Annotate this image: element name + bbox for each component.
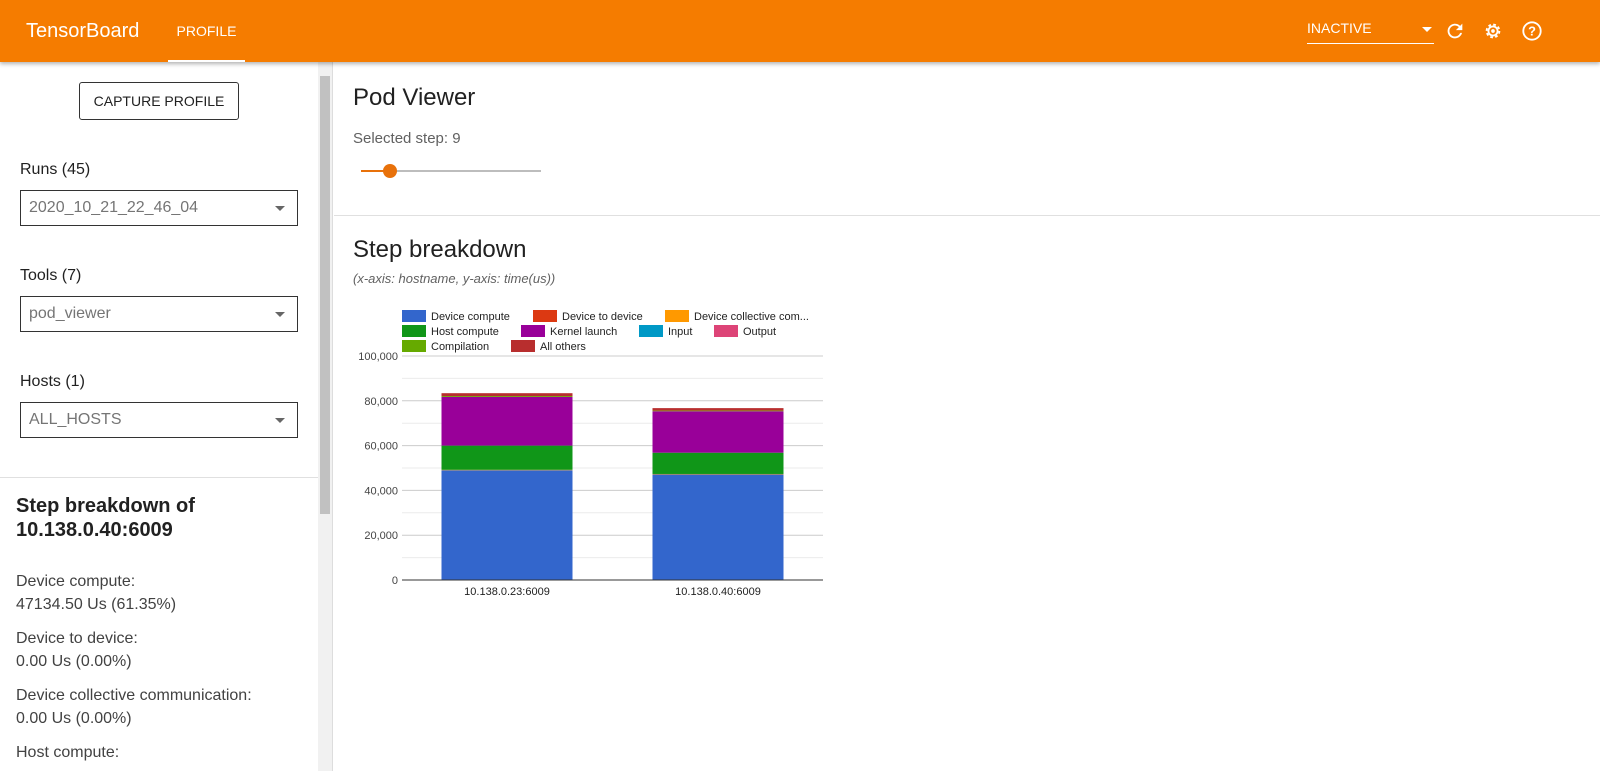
- tools-value: pod_viewer: [29, 305, 111, 322]
- hosts-value: ALL_HOSTS: [29, 411, 122, 428]
- y-tick-label: 60,000: [364, 441, 398, 453]
- legend-label: Output: [743, 326, 776, 338]
- legend-swatch: [714, 325, 738, 337]
- divider: [0, 477, 318, 478]
- breakdown-item: Host compute:: [16, 741, 119, 764]
- legend-swatch: [402, 310, 426, 322]
- scrollbar-thumb[interactable]: [320, 76, 330, 514]
- runs-select[interactable]: 2020_10_21_22_46_04: [20, 190, 298, 226]
- breakdown-value: 0.00 Us (0.00%): [16, 710, 132, 727]
- x-tick-label: 10.138.0.40:6009: [675, 586, 761, 598]
- refresh-icon[interactable]: [1444, 20, 1466, 42]
- breakdown-key: Host compute:: [16, 744, 120, 761]
- breakdown-key: Device collective communication:: [16, 687, 252, 704]
- divider: [334, 215, 1600, 216]
- legend-label: Device compute: [431, 311, 510, 323]
- main-content: Pod Viewer Selected step: 9 Step breakdo…: [334, 62, 1600, 771]
- svg-text:?: ?: [1528, 24, 1536, 39]
- breakdown-item: Device to device: 0.00 Us (0.00%): [16, 627, 138, 673]
- chevron-down-icon: [1422, 27, 1432, 37]
- breakdown-value: 0.00 Us (0.00%): [16, 653, 132, 670]
- breakdown-item: Device compute: 47134.50 Us (61.35%): [16, 570, 176, 616]
- y-tick-label: 0: [392, 575, 398, 587]
- bar-segment: [652, 408, 784, 411]
- legend-label: All others: [540, 341, 586, 353]
- breakdown-value: 47134.50 Us (61.35%): [16, 596, 177, 613]
- bar-segment: [441, 396, 573, 397]
- step-breakdown-chart: 0 20,000 40,000 60,000 80,000 100,000 Device c…: [358, 310, 823, 598]
- y-tick-label: 100,000: [358, 351, 398, 363]
- legend-swatch: [639, 325, 663, 337]
- legend-label: Input: [668, 326, 692, 338]
- legend-swatch: [533, 310, 557, 322]
- capture-profile-button[interactable]: CAPTURE PROFILE: [79, 82, 239, 120]
- runs-label: Runs (45): [20, 161, 91, 178]
- app-title: TensorBoard: [26, 20, 140, 42]
- legend-label: Compilation: [431, 341, 489, 353]
- bar-segment: [441, 396, 573, 446]
- bar-segment: [652, 452, 784, 474]
- top-bar: TensorBoard PROFILE INACTIVE ?: [0, 0, 1600, 62]
- chevron-down-icon: [275, 418, 285, 428]
- legend-swatch: [521, 325, 545, 337]
- tab-profile[interactable]: PROFILE: [168, 0, 245, 62]
- settings-icon[interactable]: [1482, 20, 1504, 42]
- legend-label: Host compute: [431, 326, 499, 338]
- page-title: Pod Viewer: [353, 84, 476, 111]
- y-tick-label: 40,000: [364, 485, 398, 497]
- legend-swatch: [665, 310, 689, 322]
- legend-label: Kernel launch: [550, 326, 617, 338]
- breakdown-title: Step breakdown of 10.138.0.40:6009: [16, 495, 195, 541]
- slider-fill: [361, 170, 390, 172]
- selected-step-label: Selected step: 9: [353, 130, 461, 147]
- sidebar-scrollbar[interactable]: [318, 62, 333, 771]
- help-icon[interactable]: ?: [1521, 20, 1543, 42]
- hosts-label: Hosts (1): [20, 373, 85, 390]
- legend-label: Device to device: [562, 311, 643, 323]
- legend-swatch: [402, 325, 426, 337]
- run-status-select[interactable]: INACTIVE: [1307, 20, 1434, 44]
- breakdown-item: Device collective communication: 0.00 Us …: [16, 684, 252, 730]
- slider-thumb[interactable]: [382, 164, 397, 178]
- x-tick-label: 10.138.0.23:6009: [464, 586, 550, 598]
- chevron-down-icon: [275, 206, 285, 216]
- chart-subtitle: (x-axis: hostname, y-axis: time(us)): [353, 271, 556, 286]
- chevron-down-icon: [275, 312, 285, 322]
- step-slider[interactable]: [361, 164, 541, 178]
- y-tick-label: 20,000: [364, 530, 398, 542]
- legend-label: Device collective com...: [694, 311, 809, 323]
- breakdown-key: Device to device:: [16, 630, 138, 647]
- sidebar: CAPTURE PROFILE Runs (45) 2020_10_21_22_…: [0, 62, 318, 771]
- y-tick-label: 80,000: [364, 396, 398, 408]
- bar-segment: [652, 411, 784, 453]
- tools-label: Tools (7): [20, 267, 82, 284]
- runs-value: 2020_10_21_22_46_04: [29, 199, 199, 216]
- tools-select[interactable]: pod_viewer: [20, 296, 298, 332]
- bar-segment: [652, 410, 784, 412]
- bar-segment: [652, 474, 784, 580]
- section-title: Step breakdown: [353, 236, 527, 263]
- legend-swatch: [402, 340, 426, 352]
- bar-segment: [441, 470, 573, 580]
- breakdown-key: Device compute:: [16, 573, 136, 590]
- hosts-select[interactable]: ALL_HOSTS: [20, 402, 298, 438]
- legend-swatch: [511, 340, 535, 352]
- bar-segment: [441, 393, 573, 397]
- bar-segment: [441, 445, 573, 470]
- status-value: INACTIVE: [1307, 20, 1372, 36]
